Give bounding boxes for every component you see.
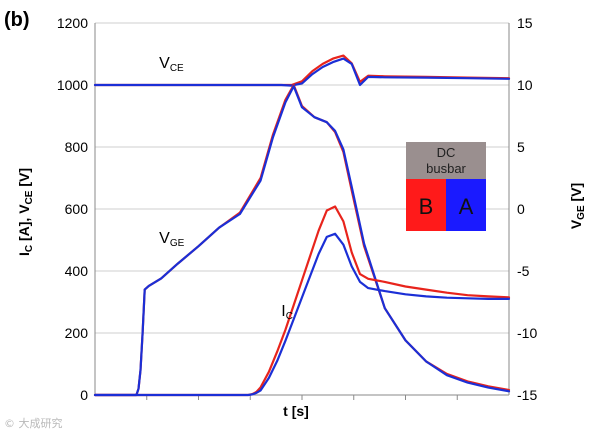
panel-label: (b): [4, 9, 30, 31]
inset-title-line1: DC: [437, 145, 456, 160]
series-line-vce-a: [93, 57, 511, 87]
annotation-vge: VGE: [159, 230, 184, 249]
inset-title-line2: busbar: [426, 161, 466, 176]
annotation-vce: VCE: [159, 55, 184, 74]
y-left-tick-label: 400: [65, 263, 89, 279]
series-line-vge-a: [93, 85, 511, 397]
y-left-tick-label: 0: [80, 387, 88, 403]
x-axis-title: t [s]: [283, 403, 309, 419]
series-line-ic-b: [93, 205, 511, 397]
inset-b-label: B: [419, 194, 434, 219]
watermark: © 大成研究: [4, 416, 63, 430]
series-group: [93, 54, 511, 397]
y-right-tick-label: -10: [517, 325, 537, 341]
dc-busbar-inset: DC busbar B A: [406, 142, 486, 231]
y-left-tick-label: 1000: [57, 77, 88, 93]
y-right-tick-label: 10: [517, 77, 533, 93]
y-axis-left-title: IC [A], VCE [V]: [16, 168, 35, 256]
annotation-ic: IC: [281, 303, 293, 322]
axes: 0 200 400 600 800 1000 1200 -15 -10 -5 0 5 10 15: [57, 15, 538, 403]
inset-header: [406, 142, 486, 179]
y-right-tick-label: 0: [517, 201, 525, 217]
inset-b-block: [406, 179, 446, 231]
y-right-tick-label: 15: [517, 15, 533, 31]
y-left-tick-label: 200: [65, 325, 89, 341]
y-right-tick-label: -15: [517, 387, 537, 403]
y-axis-right-title: VGE [V]: [568, 183, 587, 229]
series-line-ic-a: [93, 232, 511, 397]
y-left-tick-label: 1200: [57, 15, 88, 31]
y-right-tick-label: 5: [517, 139, 525, 155]
y-left-tick-label: 800: [65, 139, 89, 155]
inset-a-block: [446, 179, 486, 231]
y-left-tick-label: 600: [65, 201, 89, 217]
y-right-tick-label: -5: [517, 263, 530, 279]
inset-a-label: A: [459, 194, 474, 219]
